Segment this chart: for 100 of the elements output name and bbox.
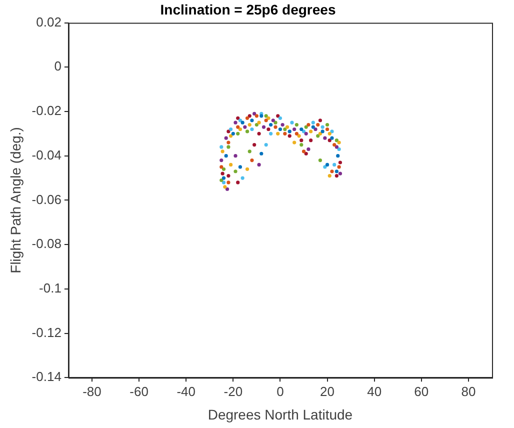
point xyxy=(254,114,258,118)
point xyxy=(304,125,308,129)
point xyxy=(229,162,233,167)
point xyxy=(328,132,332,136)
point xyxy=(226,140,230,144)
point xyxy=(338,160,342,164)
y-axis-title: Flight Path Angle (deg.) xyxy=(7,127,24,274)
point xyxy=(316,123,320,127)
point xyxy=(248,123,252,127)
point xyxy=(225,187,230,191)
point xyxy=(300,127,304,132)
point xyxy=(252,112,256,116)
point xyxy=(311,125,315,129)
point xyxy=(334,145,338,149)
x-tick-label: 60 xyxy=(414,384,429,399)
point xyxy=(318,118,322,122)
y-tick-label: 0 xyxy=(54,58,62,74)
point xyxy=(336,154,340,158)
point xyxy=(236,180,240,184)
point xyxy=(290,120,294,124)
point xyxy=(262,125,266,129)
point xyxy=(264,114,268,118)
point xyxy=(276,132,280,136)
point xyxy=(330,136,334,140)
point xyxy=(330,170,334,174)
y-tick-label: 0.02 xyxy=(36,14,62,30)
point xyxy=(316,134,320,138)
point xyxy=(250,158,254,162)
y-tick-label: -0.08 xyxy=(32,236,62,252)
point xyxy=(297,134,301,138)
y-tick-label: -0.02 xyxy=(32,103,62,118)
point xyxy=(250,118,254,122)
point xyxy=(334,138,338,142)
point xyxy=(300,138,304,142)
point xyxy=(309,138,313,142)
point xyxy=(238,165,242,169)
point xyxy=(292,127,296,132)
point xyxy=(332,142,336,147)
point xyxy=(269,123,273,127)
point xyxy=(224,136,228,140)
point xyxy=(238,127,242,132)
point xyxy=(328,174,332,178)
point xyxy=(292,140,296,144)
point xyxy=(285,125,290,129)
point xyxy=(264,118,268,122)
point xyxy=(283,132,287,136)
point xyxy=(309,130,313,134)
point xyxy=(238,118,242,122)
point xyxy=(288,134,292,138)
point xyxy=(278,127,282,132)
x-tick-label: -20 xyxy=(224,384,243,399)
point xyxy=(325,127,330,132)
point xyxy=(304,132,308,136)
point xyxy=(323,136,327,140)
y-tick-label: -0.1 xyxy=(39,280,62,296)
y-tick-label: -0.06 xyxy=(32,192,62,207)
point xyxy=(236,125,240,129)
point xyxy=(220,145,224,149)
point xyxy=(320,130,324,134)
point xyxy=(337,165,341,169)
x-tick-label: 40 xyxy=(367,384,382,399)
point xyxy=(334,174,338,178)
point xyxy=(226,180,230,184)
point xyxy=(274,120,278,124)
point xyxy=(264,142,268,147)
point xyxy=(224,154,228,158)
x-axis-title: Degrees North Latitude xyxy=(208,406,353,422)
point xyxy=(234,154,238,158)
point xyxy=(306,123,310,127)
point xyxy=(245,116,250,120)
x-tick-label: 80 xyxy=(461,384,476,399)
point xyxy=(337,147,341,151)
point xyxy=(294,132,298,136)
y-tick-label: -0.14 xyxy=(32,369,62,384)
chart-title: Inclination = 25p6 degrees xyxy=(160,1,336,18)
point xyxy=(278,116,282,120)
x-tick-label: -40 xyxy=(176,384,196,399)
point xyxy=(220,172,224,176)
point xyxy=(222,180,226,184)
point xyxy=(325,162,330,167)
point xyxy=(311,120,315,124)
point xyxy=(226,130,230,134)
point xyxy=(250,127,254,132)
point xyxy=(302,130,306,134)
point xyxy=(332,162,336,167)
point xyxy=(229,127,233,132)
point xyxy=(283,127,287,132)
point xyxy=(325,123,330,127)
point xyxy=(276,114,280,118)
x-tick-label: -60 xyxy=(130,384,148,399)
point xyxy=(248,150,252,154)
point xyxy=(318,132,322,136)
point xyxy=(302,150,306,154)
point xyxy=(318,158,322,162)
point xyxy=(220,165,224,169)
point xyxy=(271,118,275,122)
point xyxy=(300,142,304,147)
point xyxy=(220,150,224,154)
point xyxy=(320,125,324,129)
point xyxy=(245,130,250,134)
